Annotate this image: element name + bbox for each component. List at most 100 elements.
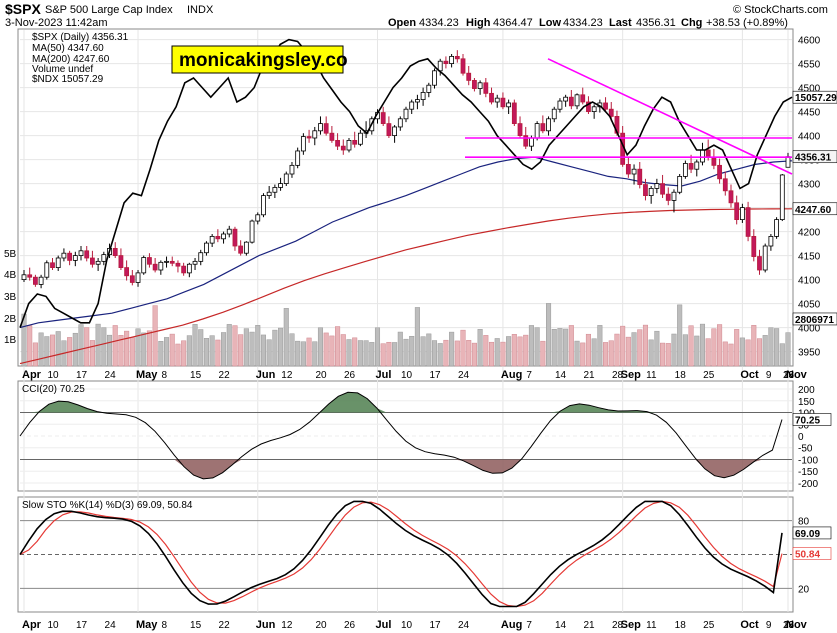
candle-body [186, 263, 192, 274]
header-chg-label: Chg [681, 17, 702, 29]
candle-body [660, 183, 665, 195]
month-label-bottom: Oct [740, 619, 759, 631]
header-copyright: © StockCharts.com [733, 4, 828, 16]
candle-body [472, 80, 477, 89]
candle-body [386, 123, 392, 136]
day-label-bottom: 7 [526, 620, 532, 631]
candle-body [694, 161, 700, 170]
day-label-bottom: 17 [76, 620, 88, 631]
month-label: May [136, 369, 158, 381]
month-label-bottom: Jul [375, 619, 391, 631]
watermark-box [171, 45, 344, 74]
candle-body [124, 267, 130, 277]
volume-bar [44, 336, 50, 367]
volume-bar [203, 338, 209, 367]
candle-body [232, 228, 238, 247]
cci-tick-label: 200 [798, 385, 815, 396]
candle-body [603, 102, 608, 110]
candle-body [295, 150, 301, 166]
candle-body [158, 261, 164, 271]
volume-bar [346, 339, 352, 367]
candle-body [454, 56, 460, 60]
day-label: 28 [612, 370, 624, 381]
candle-body [489, 92, 494, 103]
candle-body [563, 96, 569, 102]
candle-body [426, 84, 432, 93]
candle-body [745, 207, 751, 237]
header-exchange: INDX [187, 4, 214, 16]
volume-bar [768, 327, 774, 367]
candle-body [340, 145, 346, 151]
watermark-text: monicakingsley.co [179, 50, 348, 71]
day-label-bottom: 26 [344, 620, 356, 631]
volume-bar [471, 342, 477, 367]
ndx-overlay [19, 38, 793, 328]
candle-body [318, 123, 323, 132]
volume-bar [175, 343, 181, 367]
candle-body [204, 242, 209, 254]
day-label: 12 [281, 370, 293, 381]
day-label: 17 [76, 370, 88, 381]
candle-body [266, 191, 272, 197]
volume-bar [124, 330, 130, 367]
volume-bar [164, 337, 170, 367]
volume-bar [392, 342, 398, 367]
candle-body [551, 108, 557, 120]
candle-body [152, 263, 158, 271]
volume-bar [266, 339, 272, 367]
candle-body [574, 94, 580, 107]
candle-body [648, 187, 654, 196]
day-label: 25 [703, 370, 715, 381]
volume-bar [762, 335, 768, 367]
candle-body [226, 228, 232, 235]
volume-bar [494, 338, 500, 367]
candle-body [443, 60, 449, 65]
volume-bar [21, 313, 27, 367]
candle-body [757, 256, 762, 271]
volume-bar [705, 338, 711, 367]
price-tick-label: 4150 [798, 252, 821, 263]
price-tick-label: 4000 [798, 324, 821, 335]
cci-tick-label: -150 [798, 467, 818, 478]
day-label-bottom: 24 [105, 620, 117, 631]
candle-body [671, 191, 677, 201]
ma200-line [19, 208, 793, 365]
price-tag-box [792, 312, 837, 326]
candle-body [209, 235, 215, 244]
candle-body [380, 112, 386, 124]
volume-bar [785, 332, 791, 367]
header-name: S&P 500 Large Cap Index [45, 4, 173, 16]
volume-bar [597, 325, 603, 367]
candle-body [129, 275, 135, 283]
volume-bar [580, 342, 586, 367]
volume-bar [38, 332, 44, 367]
legend: $SPX (Daily) 4356.31 MA(50) 4347.60 MA(2… [32, 32, 129, 85]
volume-bar [352, 337, 358, 367]
candle-body [306, 136, 312, 139]
volume-bar [631, 332, 637, 367]
price-tag-box [792, 150, 837, 164]
volume-bar [443, 339, 449, 367]
price-tags: 15057.29 4356.31 4247.60 2806971 [792, 90, 837, 326]
candle-body [147, 257, 152, 265]
volume-bar [603, 342, 609, 367]
volume-bar [112, 325, 118, 367]
cci-value-label: 70.25 [795, 416, 820, 427]
volume-bar [146, 330, 152, 367]
price-tick-label: 4050 [798, 300, 821, 311]
candle-body [728, 190, 734, 204]
volume-bar [32, 342, 38, 367]
price-tag-box [792, 90, 837, 104]
price-tag-label: 15057.29 [795, 93, 837, 104]
candle-body [335, 139, 340, 147]
candle-body [72, 255, 78, 261]
header-open-label: Open [388, 17, 416, 29]
price-tick-label: 4200 [798, 228, 821, 239]
candle-body [534, 123, 540, 139]
candle-body [580, 94, 586, 103]
candle-body [238, 245, 244, 254]
volume-bar [608, 340, 614, 367]
volume-bar [49, 334, 56, 367]
volume-bar [506, 336, 512, 367]
day-label-bottom: 11 [646, 620, 657, 631]
